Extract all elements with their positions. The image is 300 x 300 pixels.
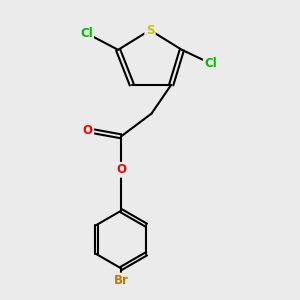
Text: Br: Br (114, 274, 129, 287)
Text: O: O (116, 163, 126, 176)
Text: Cl: Cl (80, 27, 93, 40)
Text: O: O (83, 124, 93, 137)
Text: S: S (146, 24, 154, 37)
Text: Cl: Cl (204, 57, 217, 70)
